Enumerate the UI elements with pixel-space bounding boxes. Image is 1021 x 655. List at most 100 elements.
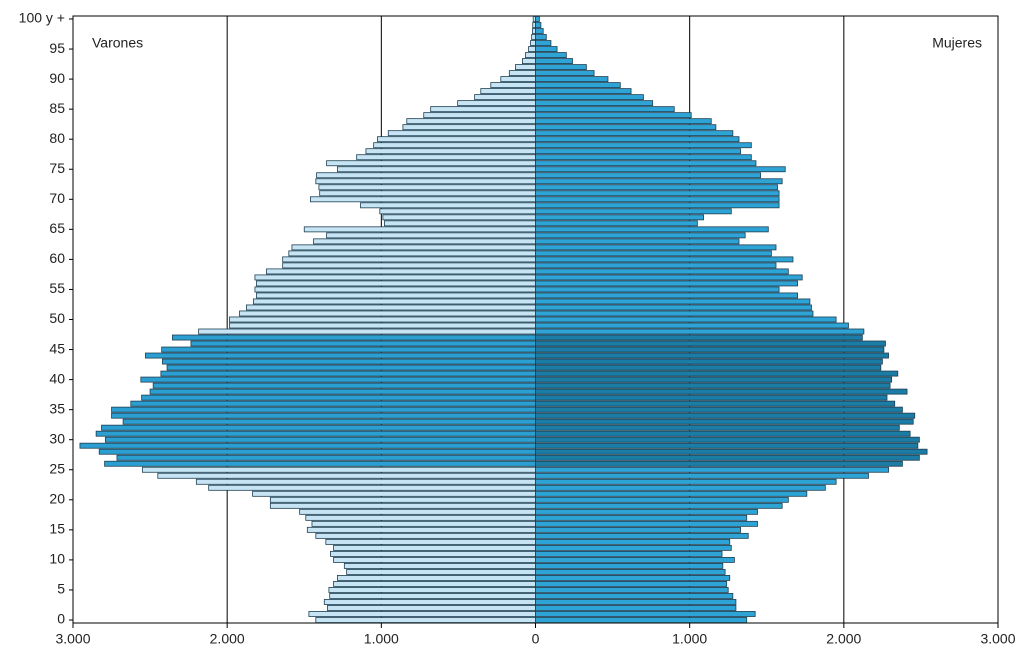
bar <box>530 40 536 46</box>
bar <box>535 40 552 46</box>
bar <box>535 124 717 131</box>
y-tick-label: 60 <box>49 250 65 266</box>
bar <box>480 88 536 95</box>
y-tick-label: 55 <box>49 280 65 296</box>
bar <box>535 460 903 467</box>
bar <box>101 424 536 431</box>
bar <box>402 124 536 131</box>
bar <box>535 100 654 107</box>
y-tick-label: 35 <box>49 400 65 416</box>
bar <box>328 587 536 593</box>
bar <box>326 605 536 611</box>
bar <box>122 418 536 425</box>
bar <box>319 190 536 197</box>
bar <box>535 605 737 611</box>
bar <box>373 142 536 149</box>
bar <box>269 496 536 503</box>
bar <box>535 352 889 359</box>
y-tick-label: 80 <box>49 130 65 146</box>
bar <box>535 478 837 485</box>
bar <box>535 587 729 593</box>
y-tick-label: 30 <box>49 430 65 446</box>
bar <box>535 64 587 71</box>
bar <box>535 190 780 197</box>
bar <box>190 340 536 347</box>
bar <box>318 184 536 191</box>
bar <box>333 544 536 551</box>
bar <box>535 304 812 311</box>
bar <box>310 196 536 203</box>
x-tick-label: 1.000 <box>364 631 399 647</box>
bar <box>535 310 814 317</box>
bar <box>535 178 783 185</box>
bar <box>535 424 900 431</box>
x-tick-label: 1.000 <box>672 631 707 647</box>
bar <box>535 394 888 401</box>
bar <box>535 274 803 281</box>
bar <box>535 112 692 119</box>
bar <box>535 593 734 599</box>
bar <box>535 496 789 503</box>
bar <box>535 370 899 377</box>
bar <box>116 454 536 461</box>
y-tick-label: 5 <box>57 581 65 597</box>
series-label: Mujeres <box>932 35 982 51</box>
bar <box>254 274 536 281</box>
x-tick-label: 0 <box>532 631 540 647</box>
bar <box>535 382 891 389</box>
bar <box>535 562 724 569</box>
bar <box>474 94 536 101</box>
bar <box>252 490 536 497</box>
bar <box>535 142 752 149</box>
bar <box>535 442 919 449</box>
bar <box>535 508 758 515</box>
bar <box>535 346 885 353</box>
bar <box>515 64 536 71</box>
bar <box>535 70 595 77</box>
y-tick-label: 40 <box>49 370 65 386</box>
bar <box>535 436 920 443</box>
bar <box>130 400 536 407</box>
bar <box>252 298 536 305</box>
bar <box>535 250 772 257</box>
bar <box>535 340 886 347</box>
bar <box>535 400 896 407</box>
bar <box>535 448 928 455</box>
bar <box>336 575 536 581</box>
bar <box>535 22 542 28</box>
bar <box>535 106 675 113</box>
bar <box>535 520 758 527</box>
bar <box>313 238 536 245</box>
bar <box>535 280 798 287</box>
bar <box>535 166 786 173</box>
bar <box>535 196 780 203</box>
bar <box>379 208 536 215</box>
bar <box>269 502 536 509</box>
bar <box>333 556 536 563</box>
bar <box>305 514 536 521</box>
bar <box>111 406 536 413</box>
bar <box>161 346 536 353</box>
bar <box>308 611 536 617</box>
bar <box>303 226 536 233</box>
bar <box>306 526 536 533</box>
y-tick-label: 50 <box>49 310 65 326</box>
bar <box>535 490 808 497</box>
y-tick-label: 100 y + <box>19 10 65 26</box>
bar <box>79 442 536 449</box>
bar <box>343 562 536 569</box>
y-tick-label: 15 <box>49 521 65 537</box>
bar <box>145 352 536 359</box>
bar <box>535 611 756 617</box>
bar <box>535 28 544 34</box>
bar <box>406 118 536 125</box>
bar <box>535 148 741 155</box>
bar <box>198 328 536 335</box>
bar <box>356 154 536 161</box>
bar <box>532 22 536 28</box>
bar <box>195 478 536 485</box>
bar <box>535 118 712 125</box>
bar <box>254 286 536 293</box>
x-tick-label: 2.000 <box>826 631 861 647</box>
